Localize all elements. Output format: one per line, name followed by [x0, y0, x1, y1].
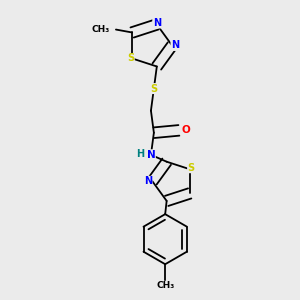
Text: CH₃: CH₃ [92, 25, 110, 34]
Text: S: S [127, 53, 134, 64]
Text: N: N [147, 150, 155, 160]
Text: S: S [150, 84, 158, 94]
Text: CH₃: CH₃ [156, 281, 174, 290]
Text: H: H [136, 149, 144, 159]
Text: S: S [188, 163, 195, 173]
Text: N: N [153, 18, 161, 28]
Text: N: N [171, 40, 179, 50]
Text: N: N [144, 176, 152, 186]
Text: O: O [181, 125, 190, 135]
